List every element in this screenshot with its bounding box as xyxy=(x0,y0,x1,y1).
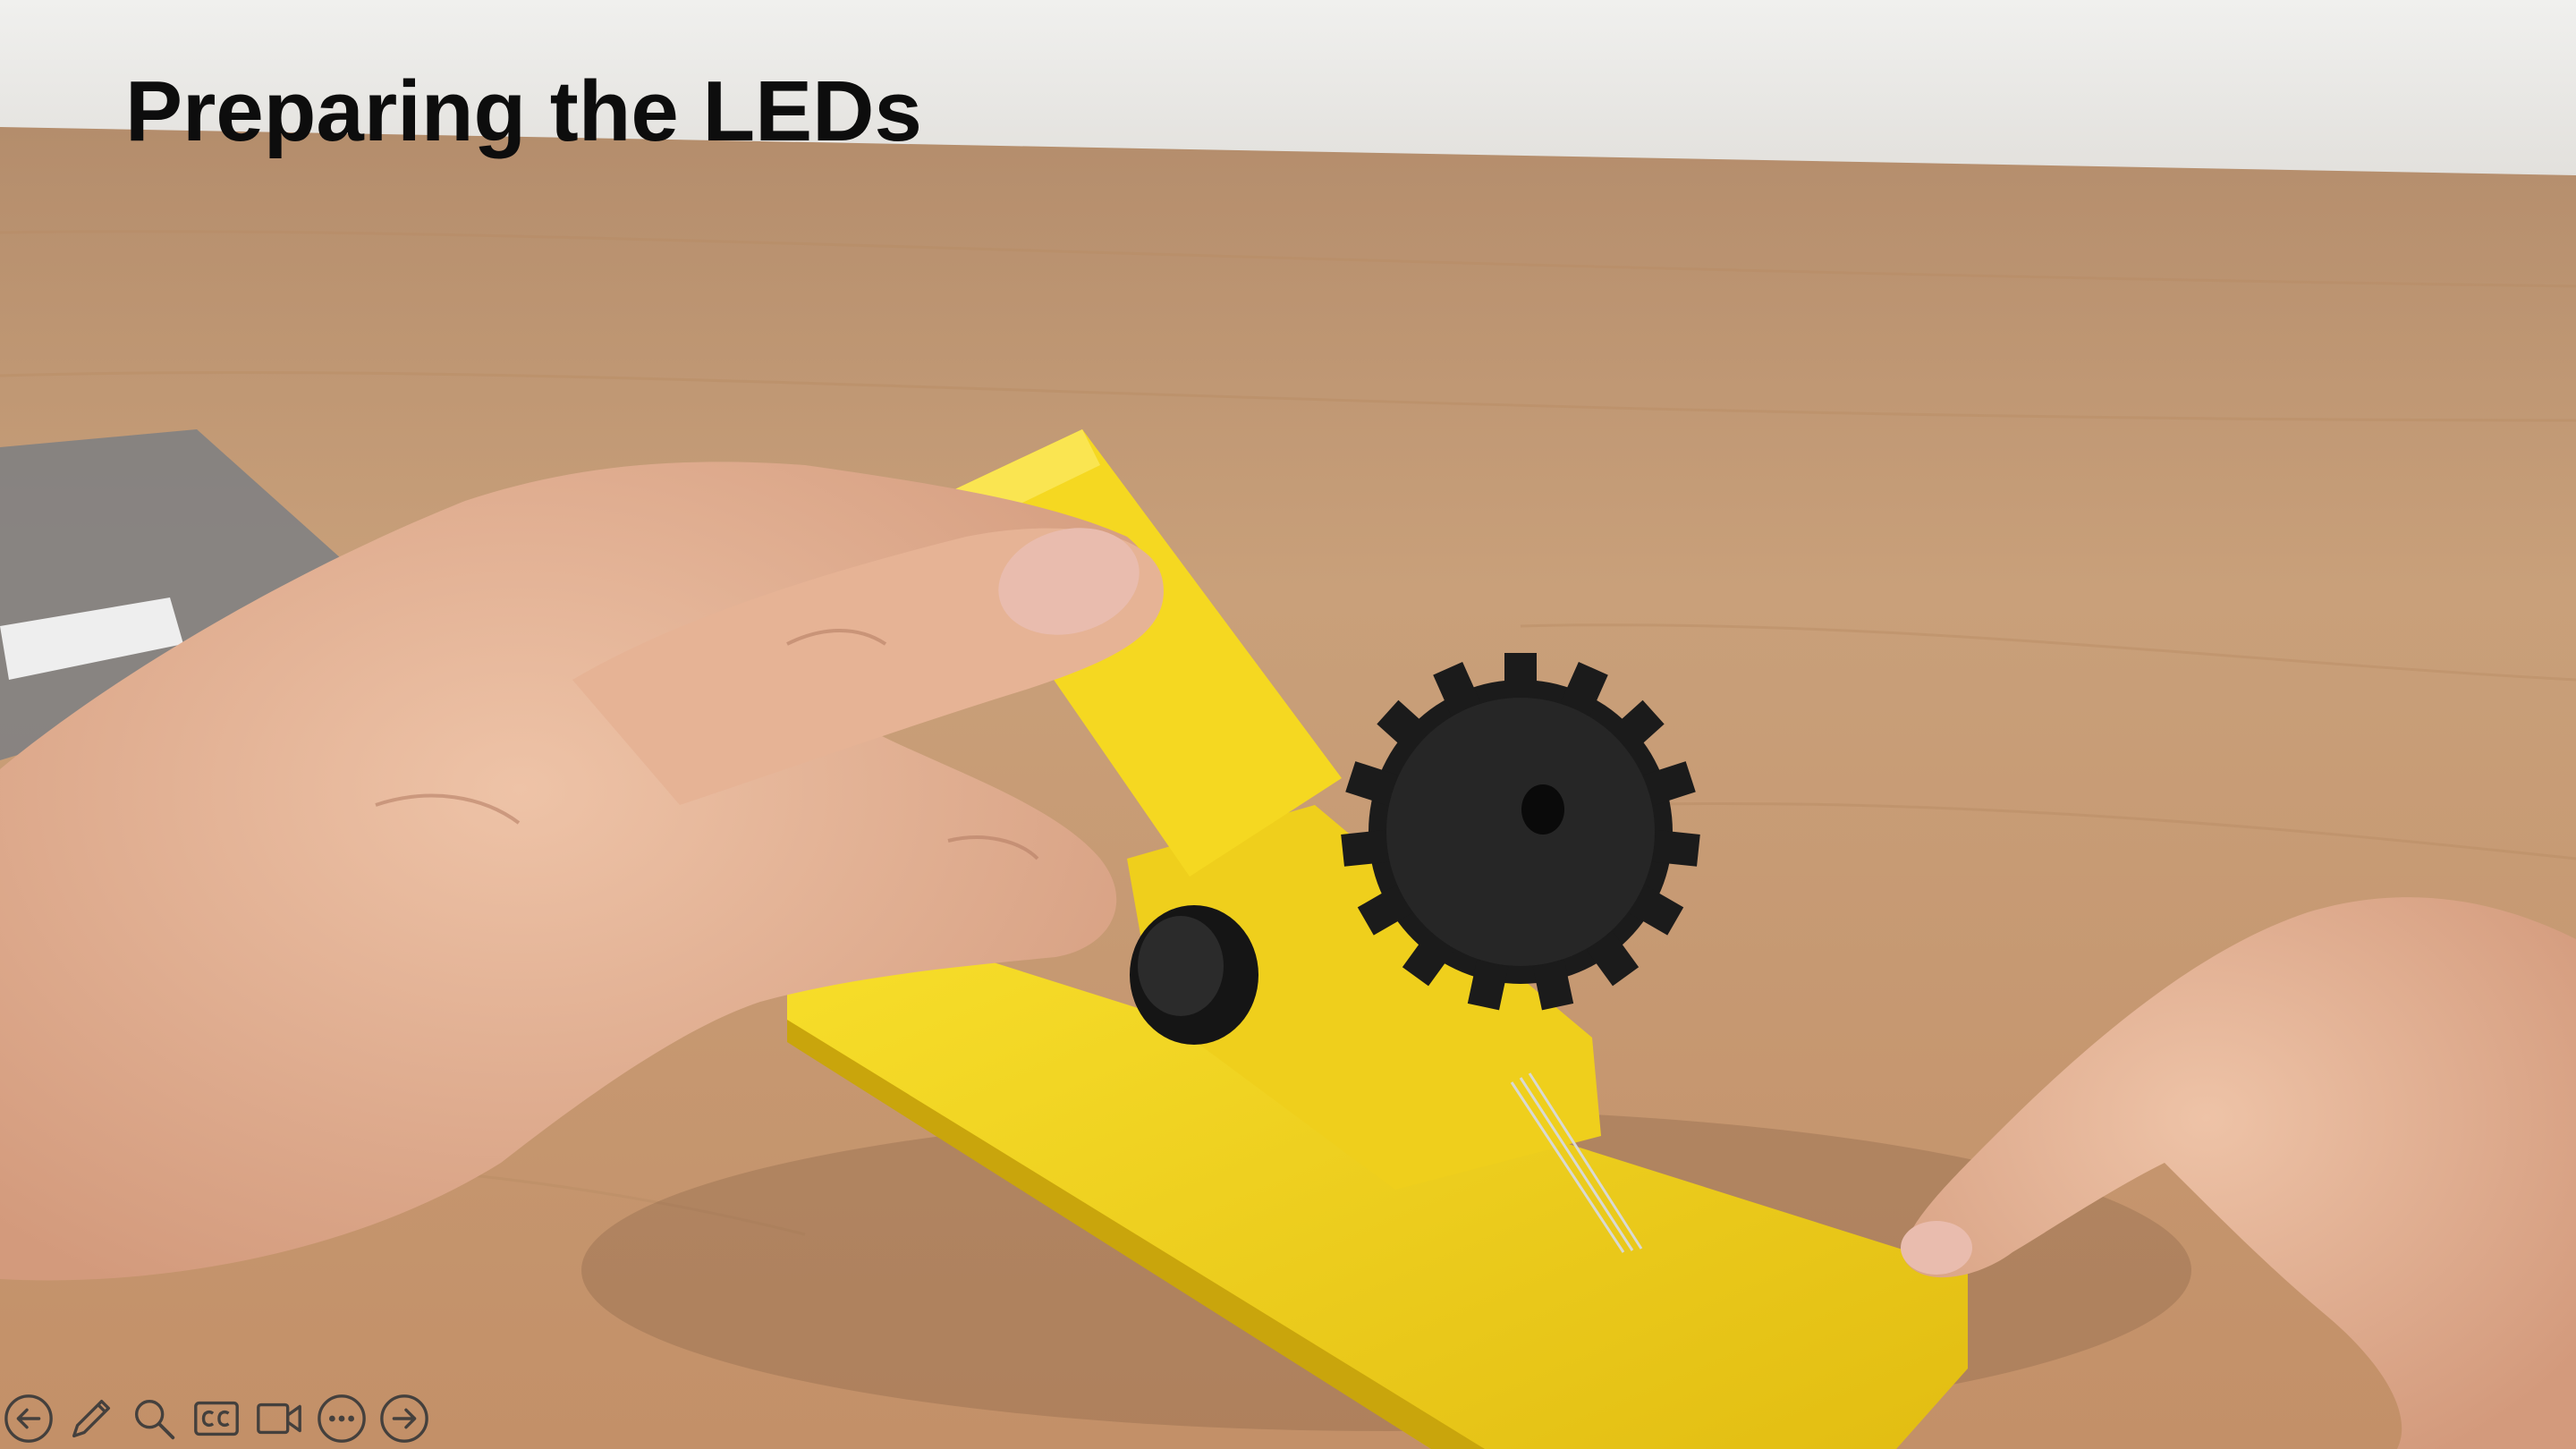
more-icon xyxy=(318,1394,366,1443)
subtitles-button[interactable] xyxy=(190,1392,243,1445)
magnifier-icon xyxy=(134,1399,175,1440)
pen-tool-button[interactable] xyxy=(64,1392,118,1445)
next-slide-button[interactable] xyxy=(377,1392,431,1445)
right-hand xyxy=(1901,897,2576,1449)
jig-base-side xyxy=(787,1020,1485,1449)
camera-button[interactable] xyxy=(252,1392,306,1445)
presenter-toolbar xyxy=(2,1392,431,1445)
left-hand xyxy=(0,462,1164,1281)
arrow-right-icon xyxy=(380,1394,428,1443)
more-options-button[interactable] xyxy=(315,1392,369,1445)
component-bag xyxy=(0,429,367,760)
black-knob xyxy=(1341,653,1700,1011)
video-camera-icon xyxy=(257,1402,301,1435)
pivot-knob-face xyxy=(1138,916,1224,1016)
slide-title: Preparing the LEDs xyxy=(125,64,922,159)
led-leads xyxy=(1510,1072,1643,1253)
bag-label xyxy=(0,597,183,680)
jig-block xyxy=(1127,805,1601,1190)
arrow-left-icon xyxy=(4,1394,53,1443)
zoom-button[interactable] xyxy=(127,1392,181,1445)
jig-base xyxy=(787,948,1968,1449)
cc-icon xyxy=(194,1401,239,1436)
pen-icon xyxy=(72,1399,111,1438)
previous-slide-button[interactable] xyxy=(2,1392,55,1445)
